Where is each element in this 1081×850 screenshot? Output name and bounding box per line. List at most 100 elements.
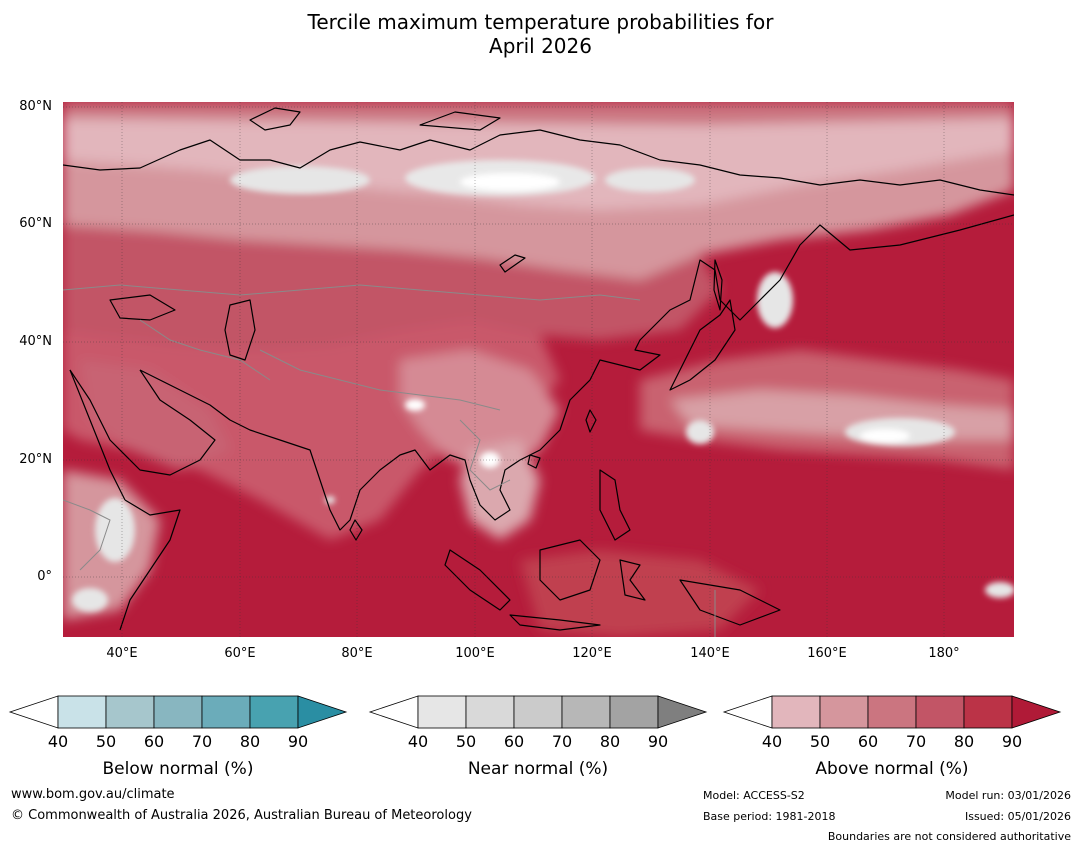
colorbar-near-seg-70 <box>561 695 611 729</box>
colorbar-above-tick-80: 80 <box>953 732 975 751</box>
lon-label-60e: 60°E <box>224 646 256 661</box>
coast-taymyr <box>419 111 501 131</box>
lon-label-160e: 160°E <box>807 646 847 661</box>
lat-label-60n: 60°N <box>19 216 52 231</box>
zone-arabia <box>80 360 230 470</box>
colorbar-below-tick-70: 70 <box>191 732 213 751</box>
colorbar-near-tick-50: 50 <box>455 732 477 751</box>
coast-hainan <box>527 454 541 469</box>
coast-borneo <box>539 539 601 601</box>
zone-north-lighter <box>63 102 1014 210</box>
colorbar-above-tick-50: 50 <box>809 732 831 751</box>
patch-somalia <box>72 588 108 612</box>
coast-new-guinea <box>679 579 781 626</box>
website-link[interactable]: www.bom.gov.au/climate <box>11 787 175 802</box>
coast-red-sea <box>69 369 126 501</box>
coast-novaya-zemlya <box>249 107 301 131</box>
colorbar-above-seg-80 <box>963 695 1013 729</box>
zone-north-top <box>63 102 1014 125</box>
colorbar-near-seg-50 <box>465 695 515 729</box>
colorbar-below-seg-40 <box>57 695 107 729</box>
coast-arabia <box>69 369 216 476</box>
colorbar-above-tick-60: 60 <box>857 732 879 751</box>
coast-black-sea <box>109 294 176 321</box>
lon-label-40e: 40°E <box>106 646 138 661</box>
coast-africa-horn <box>119 499 181 631</box>
coast-eurasia-north <box>63 129 1014 196</box>
colorbar-below-high-extend <box>297 695 348 729</box>
coast-japan <box>669 299 736 391</box>
lon-label-100e: 100°E <box>455 646 495 661</box>
colorbar-below-seg-60 <box>153 695 203 729</box>
colorbar-above-high-extend <box>1011 695 1062 729</box>
colorbar-above-seg-60 <box>867 695 917 729</box>
coast-baikal <box>499 254 526 273</box>
colorbar-near-tick-40: 40 <box>407 732 429 751</box>
colorbar-above-low-extend <box>722 695 773 729</box>
colorbar-near-normal <box>368 695 708 729</box>
coast-taiwan <box>585 409 597 433</box>
model-run-date: Model run: 03/01/2026 <box>945 789 1071 802</box>
patch-kamchatka <box>757 272 793 328</box>
border-indochina <box>459 419 511 491</box>
coast-pacific-rim <box>139 214 1014 531</box>
lon-label-120e: 120°E <box>572 646 612 661</box>
colorbar-near-tick-90: 90 <box>647 732 669 751</box>
colorbar-below-seg-80 <box>249 695 299 729</box>
colorbar-near-low-extend <box>368 695 419 729</box>
lat-label-80n: 80°N <box>19 99 52 114</box>
map-title-line-1: Tercile maximum temperature probabilitie… <box>307 10 774 34</box>
lon-label-180: 180° <box>928 646 960 661</box>
colorbar-below-tick-60: 60 <box>143 732 165 751</box>
patch-siberia-central-core <box>460 173 560 191</box>
colorbar-below-label: Below normal (%) <box>102 759 254 779</box>
coast-java <box>509 614 601 631</box>
copyright-text: © Commonwealth of Australia 2026, Austra… <box>11 808 472 823</box>
colorbar-below-seg-70 <box>201 695 251 729</box>
patch-siberia-east <box>605 168 695 192</box>
colorbar-near-label: Near normal (%) <box>467 759 609 779</box>
colorbar-above-seg-40 <box>771 695 821 729</box>
colorbar-below-low-extend <box>8 695 59 729</box>
colorbar-near-tick-80: 80 <box>599 732 621 751</box>
colorbar-near-seg-60 <box>513 695 563 729</box>
patch-south-pacific <box>985 582 1014 598</box>
patch-philippines-east <box>686 420 714 444</box>
colorbar-above-tick-90: 90 <box>1001 732 1023 751</box>
patch-tibet <box>405 399 425 411</box>
patch-north-pacific-core <box>860 429 910 443</box>
lon-label-80e: 80°E <box>341 646 373 661</box>
coast-sri-lanka <box>349 519 363 541</box>
probability-map <box>63 102 1014 637</box>
border-south-asia <box>259 349 501 411</box>
model-name: Model: ACCESS-S2 <box>703 789 805 802</box>
coast-sulawesi <box>619 559 646 601</box>
colorbar-below-normal <box>8 695 348 729</box>
colorbar-near-tick-60: 60 <box>503 732 525 751</box>
coast-sakhalin <box>713 259 723 311</box>
colorbar-above-tick-70: 70 <box>905 732 927 751</box>
lon-label-140e: 140°E <box>690 646 730 661</box>
patch-thailand <box>480 452 500 468</box>
colorbar-below-tick-40: 40 <box>47 732 69 751</box>
colorbar-below-tick-80: 80 <box>239 732 261 751</box>
base-period: Base period: 1981-2018 <box>703 810 836 823</box>
border-central-asia <box>63 284 641 301</box>
colorbar-below-tick-90: 90 <box>287 732 309 751</box>
colorbar-near-high-extend <box>657 695 708 729</box>
colorbar-below-seg-50 <box>105 695 155 729</box>
border-west-asia <box>139 319 271 381</box>
boundaries-disclaimer: Boundaries are not considered authoritat… <box>827 830 1071 843</box>
colorbar-above-tick-40: 40 <box>761 732 783 751</box>
colorbar-near-seg-80 <box>609 695 659 729</box>
patch-siberia-west <box>230 166 370 194</box>
map-title-line-2: April 2026 <box>489 34 592 58</box>
lat-label-0: 0° <box>37 569 52 584</box>
issued-date: Issued: 05/01/2026 <box>964 810 1071 823</box>
colorbar-near-seg-40 <box>417 695 467 729</box>
patch-east-africa <box>95 498 135 562</box>
colorbar-above-label: Above normal (%) <box>815 759 969 779</box>
colorbar-above-seg-70 <box>915 695 965 729</box>
coast-philippines <box>599 469 631 541</box>
border-africa <box>63 499 111 571</box>
